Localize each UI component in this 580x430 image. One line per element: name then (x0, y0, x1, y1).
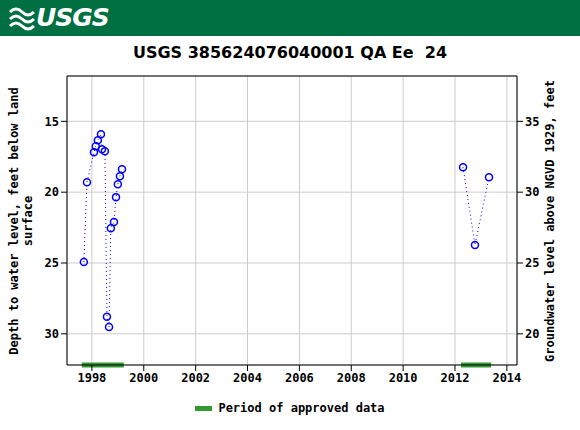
svg-text:35: 35 (525, 115, 539, 129)
svg-text:20: 20 (525, 327, 539, 341)
html-text:Period of approved data: Period of approved data (218, 401, 385, 415)
html-text:USGS: USGS (36, 3, 109, 32)
html-text:USGS 385624076040001 QA Ee 24: USGS 385624076040001 QA Ee 24 (133, 43, 447, 62)
svg-text:25: 25 (525, 256, 539, 270)
svg-text:25: 25 (45, 256, 59, 270)
svg-text:2008: 2008 (337, 371, 366, 385)
svg-text:2006: 2006 (285, 371, 314, 385)
svg-text:2000: 2000 (129, 371, 158, 385)
svg-text:1998: 1998 (77, 371, 106, 385)
html-text:Depth to water level, feet bel: Depth to water level, feet below land su… (7, 87, 35, 355)
svg-text:30: 30 (525, 185, 539, 199)
html-text:Groundwater level above NGVD 1: Groundwater level above NGVD 1929, feet (543, 80, 557, 362)
svg-text:2010: 2010 (389, 371, 418, 385)
svg-text:2004: 2004 (233, 371, 262, 385)
svg-text:30: 30 (45, 327, 59, 341)
svg-text:20: 20 (45, 185, 59, 199)
svg-text:15: 15 (45, 115, 59, 129)
svg-text:2012: 2012 (441, 371, 470, 385)
svg-text:2014: 2014 (492, 371, 521, 385)
svg-text:2002: 2002 (181, 371, 210, 385)
